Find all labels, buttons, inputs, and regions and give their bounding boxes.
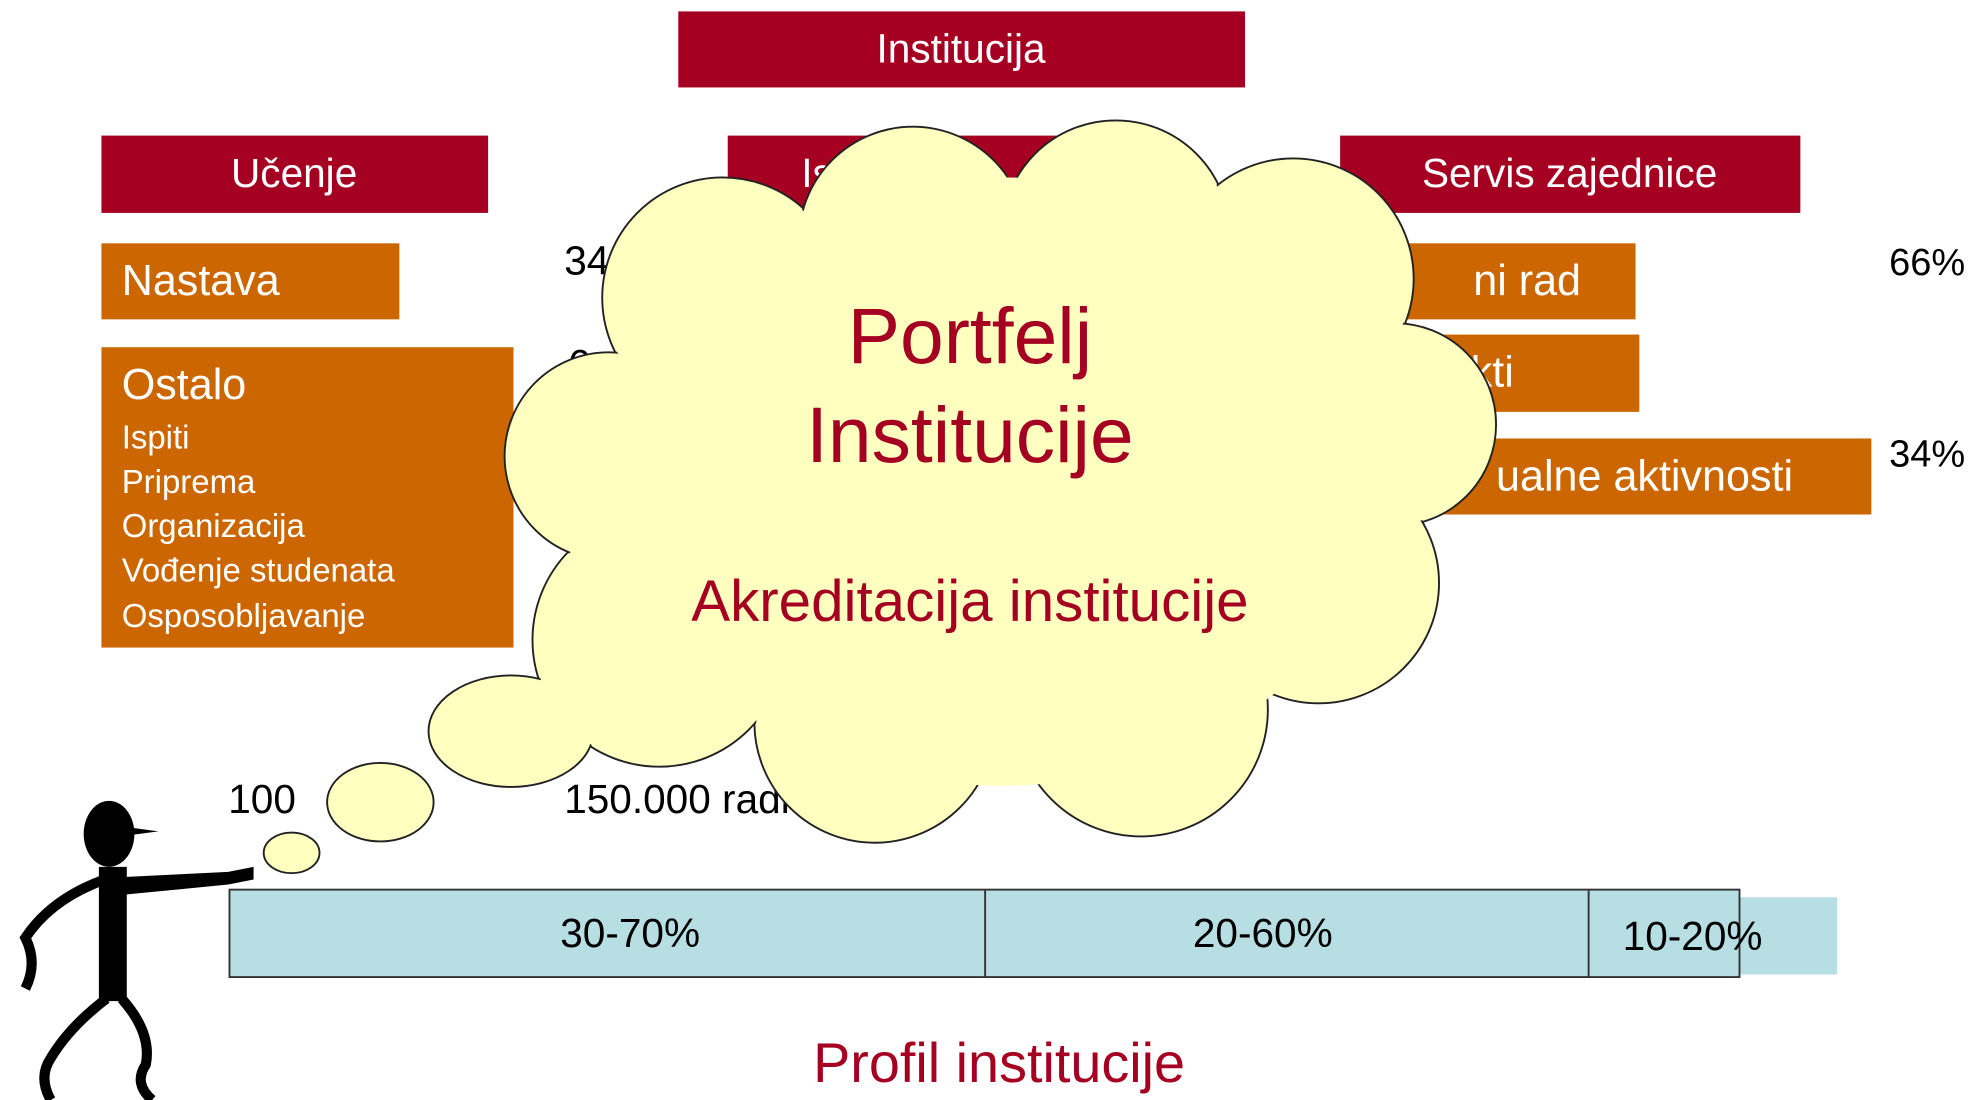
ostalo-item: Ispiti <box>122 418 190 455</box>
profile-title: Profil institucije <box>813 1032 1185 1094</box>
ostalo-item: Vođenje studenata <box>122 552 396 589</box>
ostalo-item: Osposobljavanje <box>122 597 366 634</box>
nastava-box <box>101 243 400 320</box>
right-box <box>1381 243 1636 320</box>
profile-segment: 10-20% <box>1623 913 1763 959</box>
right-label: ni rad <box>1473 257 1581 305</box>
header-box <box>678 11 1246 88</box>
thought-cloud <box>262 119 1498 875</box>
ostalo-item: Organizacija <box>122 507 306 544</box>
stick-figure <box>19 800 254 1100</box>
nastava-label: Nastava <box>122 257 280 305</box>
ostalo-title: Ostalo <box>122 361 247 409</box>
ostalo-box <box>101 347 514 648</box>
right-share: 34% <box>1889 433 1965 475</box>
cloud-title: Institucije <box>806 391 1134 479</box>
ostalo-item: Priprema <box>122 463 256 500</box>
column-title: Servis zajednice <box>1422 150 1717 196</box>
column-box <box>101 135 489 213</box>
column-box <box>1340 135 1801 213</box>
cloud-subtitle: Akreditacija institucije <box>691 569 1248 634</box>
header-title: Institucija <box>877 26 1047 72</box>
total: 100 <box>228 776 296 822</box>
nastava-share: 34 <box>564 237 609 283</box>
right-label: ualne aktivnosti <box>1496 452 1793 500</box>
column-title: Učenje <box>231 150 357 196</box>
right-share: 66% <box>1889 242 1965 284</box>
cloud-title: Portfelj <box>848 292 1093 380</box>
profile-segment: 20-60% <box>1193 910 1333 956</box>
profile-segment: 30-70% <box>560 910 700 956</box>
